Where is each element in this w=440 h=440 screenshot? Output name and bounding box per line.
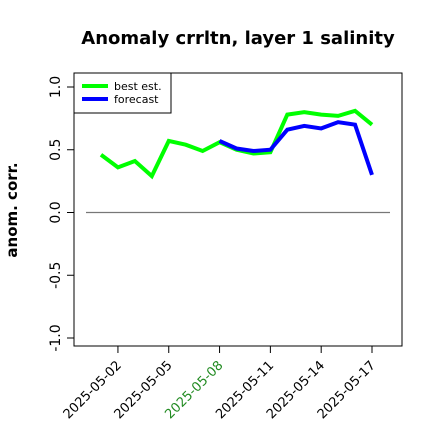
plot-frame bbox=[73, 72, 403, 347]
y-tick-label: 0.0 bbox=[48, 201, 64, 223]
legend-label: forecast bbox=[114, 93, 159, 106]
legend: best est.forecast bbox=[73, 72, 172, 114]
y-tick-label: -1.0 bbox=[48, 324, 64, 351]
y-tick-label: 0.5 bbox=[48, 139, 64, 161]
y-axis-label: anom. corr. bbox=[3, 162, 21, 257]
legend-label: best est. bbox=[114, 80, 162, 93]
series-line-forecast bbox=[218, 120, 374, 176]
legend-box bbox=[73, 72, 172, 114]
chart-title: Anomaly crrltn, layer 1 salinity bbox=[81, 28, 395, 49]
series-line-best-est bbox=[99, 108, 374, 180]
y-tick-label: -0.5 bbox=[48, 262, 64, 289]
y-tick-label: 1.0 bbox=[48, 76, 64, 98]
